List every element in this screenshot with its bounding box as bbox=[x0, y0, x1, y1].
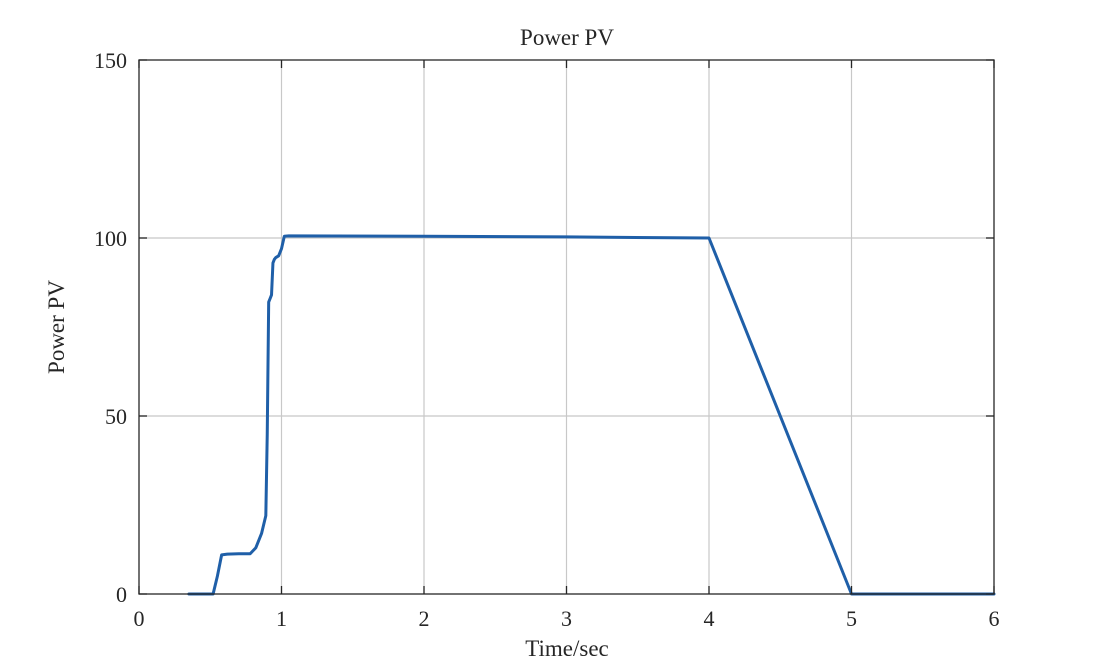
x-tick-label-2: 2 bbox=[419, 606, 430, 631]
y-tick-label-0: 0 bbox=[116, 582, 127, 607]
y-tick-label-3: 150 bbox=[94, 48, 127, 73]
x-tick-label-5: 5 bbox=[846, 606, 857, 631]
x-tick-label-4: 4 bbox=[704, 606, 715, 631]
x-tick-label-0: 0 bbox=[134, 606, 145, 631]
x-tick-label-3: 3 bbox=[561, 606, 572, 631]
labels-layer: 0 1 2 3 4 5 6 0 50 100 150 bbox=[94, 48, 1000, 631]
series-layer bbox=[187, 234, 996, 596]
ticks-layer bbox=[138, 59, 995, 595]
y-tick-label-1: 50 bbox=[105, 404, 127, 429]
x-tick-label-6: 6 bbox=[989, 606, 1000, 631]
chart-title: Power PV bbox=[520, 25, 614, 50]
x-tick-label-1: 1 bbox=[276, 606, 287, 631]
y-tick-label-2: 100 bbox=[94, 226, 127, 251]
y-axis-label: Power PV bbox=[44, 280, 69, 374]
x-axis-label: Time/sec bbox=[525, 636, 609, 661]
series-line-0 bbox=[187, 234, 996, 596]
